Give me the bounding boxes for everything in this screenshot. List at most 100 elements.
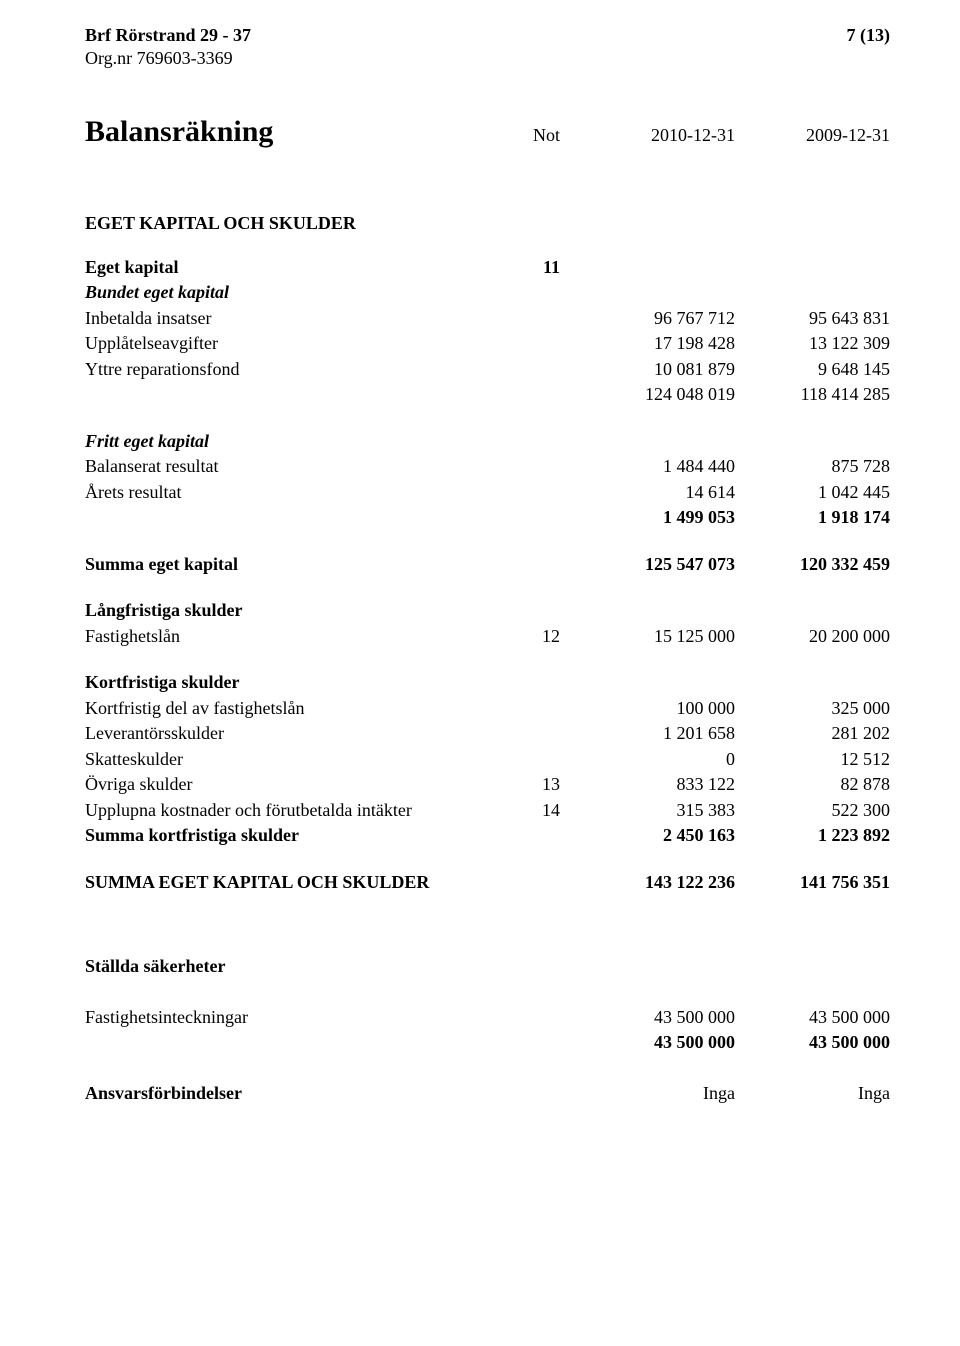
spacer <box>85 530 890 551</box>
row-value-a: 100 000 <box>560 695 735 721</box>
section-eget-skulder: EGET KAPITAL OCH SKULDER <box>85 213 890 234</box>
summa-eget-a: 125 547 073 <box>560 551 735 577</box>
row-value-a: 43 500 000 <box>560 1004 735 1030</box>
table-row: Upplupna kostnader och förutbetalda intä… <box>85 797 890 823</box>
row-value-b: 95 643 831 <box>735 305 890 331</box>
row-value-b: 9 648 145 <box>735 356 890 382</box>
row-label: Yttre reparationsfond <box>85 356 490 382</box>
row-label: Balanserat resultat <box>85 454 490 480</box>
stallda-heading: Ställda säkerheter <box>85 954 490 980</box>
org-number: Org.nr 769603-3369 <box>85 47 890 70</box>
row-value-a: 96 767 712 <box>560 305 735 331</box>
spacer <box>85 577 890 598</box>
table-row: Balanserat resultat 1 484 440 875 728 <box>85 454 890 480</box>
ansvar-a: Inga <box>560 1080 735 1106</box>
table-row: Eget kapital 11 <box>85 254 890 280</box>
row-value-a: 1 484 440 <box>560 454 735 480</box>
row-value-b: 281 202 <box>735 721 890 747</box>
row-not: 13 <box>490 772 560 798</box>
row-not: 12 <box>490 623 560 649</box>
table-row: Kortfristiga skulder <box>85 670 890 696</box>
table-row: 1 499 053 1 918 174 <box>85 505 890 531</box>
table-row: 43 500 000 43 500 000 <box>85 1030 890 1056</box>
subtotal-b: 43 500 000 <box>735 1030 890 1056</box>
table-row: Inbetalda insatser 96 767 712 95 643 831 <box>85 305 890 331</box>
subtotal-a: 124 048 019 <box>560 382 735 408</box>
row-not: 14 <box>490 797 560 823</box>
col-b-header: 2009-12-31 <box>735 125 890 146</box>
eget-kapital-table: Eget kapital 11 Bundet eget kapital Inbe… <box>85 254 890 1106</box>
row-value-a: 17 198 428 <box>560 331 735 357</box>
eget-kapital-heading: Eget kapital <box>85 254 490 280</box>
column-headers: Not 2010-12-31 2009-12-31 <box>490 125 890 146</box>
row-value-a: 0 <box>560 746 735 772</box>
table-row: Övriga skulder 13 833 122 82 878 <box>85 772 890 798</box>
table-row: Ställda säkerheter <box>85 954 890 980</box>
row-value-a: 10 081 879 <box>560 356 735 382</box>
row-not <box>490 721 560 747</box>
row-label: Årets resultat <box>85 479 490 505</box>
col-a-header: 2010-12-31 <box>560 125 735 146</box>
table-row: SUMMA EGET KAPITAL OCH SKULDER 143 122 2… <box>85 869 890 895</box>
ansvar-b: Inga <box>735 1080 890 1106</box>
kort-heading: Kortfristiga skulder <box>85 670 490 696</box>
total-label: SUMMA EGET KAPITAL OCH SKULDER <box>85 869 490 895</box>
subtotal-a: 1 499 053 <box>560 505 735 531</box>
table-row: Leverantörsskulder 1 201 658 281 202 <box>85 721 890 747</box>
total-b: 141 756 351 <box>735 869 890 895</box>
table-row: Fastighetslån 12 15 125 000 20 200 000 <box>85 623 890 649</box>
row-value-a: 315 383 <box>560 797 735 823</box>
row-label: Fastighetslån <box>85 623 490 649</box>
spacer <box>85 979 890 1004</box>
summa-eget-label: Summa eget kapital <box>85 551 490 577</box>
row-label: Upplåtelseavgifter <box>85 331 490 357</box>
spacer <box>85 407 890 428</box>
subtotal-a: 43 500 000 <box>560 1030 735 1056</box>
row-value-b: 12 512 <box>735 746 890 772</box>
summa-kort-a: 2 450 163 <box>560 823 735 849</box>
spacer <box>85 848 890 869</box>
table-row: Bundet eget kapital <box>85 280 890 306</box>
col-not-header: Not <box>490 125 560 146</box>
row-not <box>490 746 560 772</box>
company-name: Brf Rörstrand 29 - 37 <box>85 24 251 47</box>
spacer <box>85 895 890 954</box>
row-not <box>490 695 560 721</box>
page-container: Brf Rörstrand 29 - 37 7 (13) Org.nr 7696… <box>0 0 960 1130</box>
row-value-b: 43 500 000 <box>735 1004 890 1030</box>
spacer <box>85 1055 890 1080</box>
row-label: Inbetalda insatser <box>85 305 490 331</box>
table-row: Skatteskulder 0 12 512 <box>85 746 890 772</box>
bundet-heading: Bundet eget kapital <box>85 280 490 306</box>
row-value-b: 20 200 000 <box>735 623 890 649</box>
summa-kort-label: Summa kortfristiga skulder <box>85 823 490 849</box>
lang-heading: Långfristiga skulder <box>85 598 490 624</box>
page-title: Balansräkning <box>85 115 490 149</box>
page-header: Brf Rörstrand 29 - 37 7 (13) <box>85 24 890 47</box>
table-row: Upplåtelseavgifter 17 198 428 13 122 309 <box>85 331 890 357</box>
table-row: Fastighetsinteckningar 43 500 000 43 500… <box>85 1004 890 1030</box>
table-row: 124 048 019 118 414 285 <box>85 382 890 408</box>
ansvar-label: Ansvarsförbindelser <box>85 1080 490 1106</box>
row-value-b: 325 000 <box>735 695 890 721</box>
table-row: Ansvarsförbindelser Inga Inga <box>85 1080 890 1106</box>
row-label: Fastighetsinteckningar <box>85 1004 490 1030</box>
table-row: Årets resultat 14 614 1 042 445 <box>85 479 890 505</box>
table-row: Yttre reparationsfond 10 081 879 9 648 1… <box>85 356 890 382</box>
row-value-b: 522 300 <box>735 797 890 823</box>
summa-kort-b: 1 223 892 <box>735 823 890 849</box>
page-number: 7 (13) <box>847 24 891 47</box>
row-value-b: 875 728 <box>735 454 890 480</box>
row-label: Leverantörsskulder <box>85 721 490 747</box>
table-row: Fritt eget kapital <box>85 428 890 454</box>
table-row: Kortfristig del av fastighetslån 100 000… <box>85 695 890 721</box>
subtotal-b: 118 414 285 <box>735 382 890 408</box>
row-value-a: 15 125 000 <box>560 623 735 649</box>
row-label: Skatteskulder <box>85 746 490 772</box>
row-value-b: 13 122 309 <box>735 331 890 357</box>
table-row: Summa kortfristiga skulder 2 450 163 1 2… <box>85 823 890 849</box>
table-row: Långfristiga skulder <box>85 598 890 624</box>
row-value-a: 1 201 658 <box>560 721 735 747</box>
summa-eget-b: 120 332 459 <box>735 551 890 577</box>
title-row: Balansräkning Not 2010-12-31 2009-12-31 <box>85 115 890 149</box>
